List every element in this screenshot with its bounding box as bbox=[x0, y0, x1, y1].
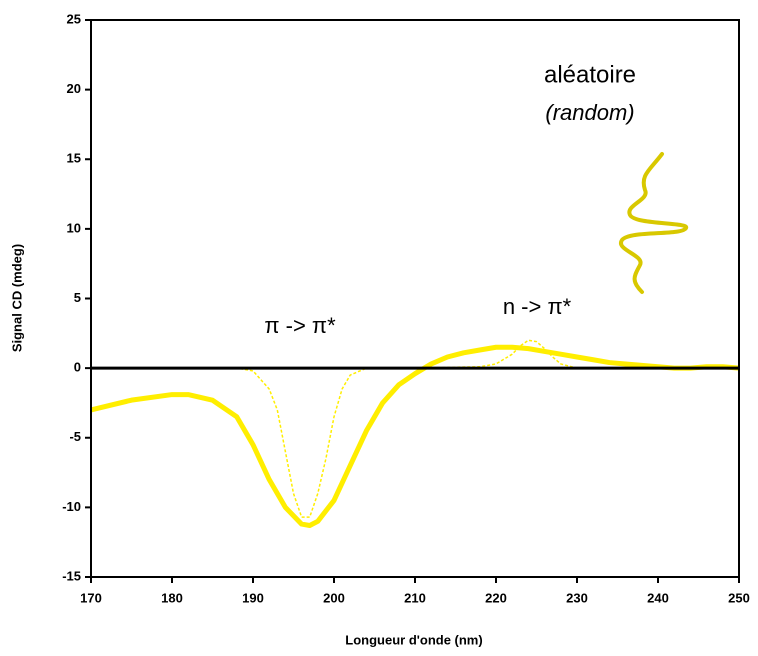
x-tick-label: 230 bbox=[566, 590, 588, 605]
data-line bbox=[90, 344, 740, 528]
x-tick-label: 180 bbox=[161, 590, 183, 605]
x-tick-label: 170 bbox=[80, 590, 102, 605]
x-tick-label: 210 bbox=[404, 590, 426, 605]
helix-icon bbox=[618, 152, 689, 294]
y-tick-label: -5 bbox=[69, 429, 81, 444]
x-tick-label: 200 bbox=[323, 590, 345, 605]
annotation: π -> π* bbox=[264, 313, 336, 338]
data-line bbox=[180, 339, 618, 518]
y-tick-label: 10 bbox=[67, 220, 81, 235]
y-tick-label: 15 bbox=[67, 151, 81, 166]
annotation: (random) bbox=[545, 100, 634, 125]
plot-frame bbox=[90, 19, 740, 578]
y-tick-label: 25 bbox=[67, 11, 81, 26]
y-axis-title: Signal CD (mdeg) bbox=[9, 244, 24, 352]
y-tick-label: 20 bbox=[67, 81, 81, 96]
y-tick-label: 5 bbox=[74, 290, 81, 305]
x-axis-title: Longueur d'onde (nm) bbox=[345, 632, 482, 647]
y-tick-label: 0 bbox=[74, 360, 81, 375]
x-tick-label: 220 bbox=[485, 590, 507, 605]
y-tick-label: -10 bbox=[62, 499, 81, 514]
annotation: aléatoire bbox=[544, 61, 636, 88]
x-tick-label: 240 bbox=[647, 590, 669, 605]
x-tick-label: 250 bbox=[728, 590, 750, 605]
y-tick-label: -15 bbox=[62, 568, 81, 583]
x-tick-label: 190 bbox=[242, 590, 264, 605]
annotation: n -> π* bbox=[503, 294, 572, 319]
